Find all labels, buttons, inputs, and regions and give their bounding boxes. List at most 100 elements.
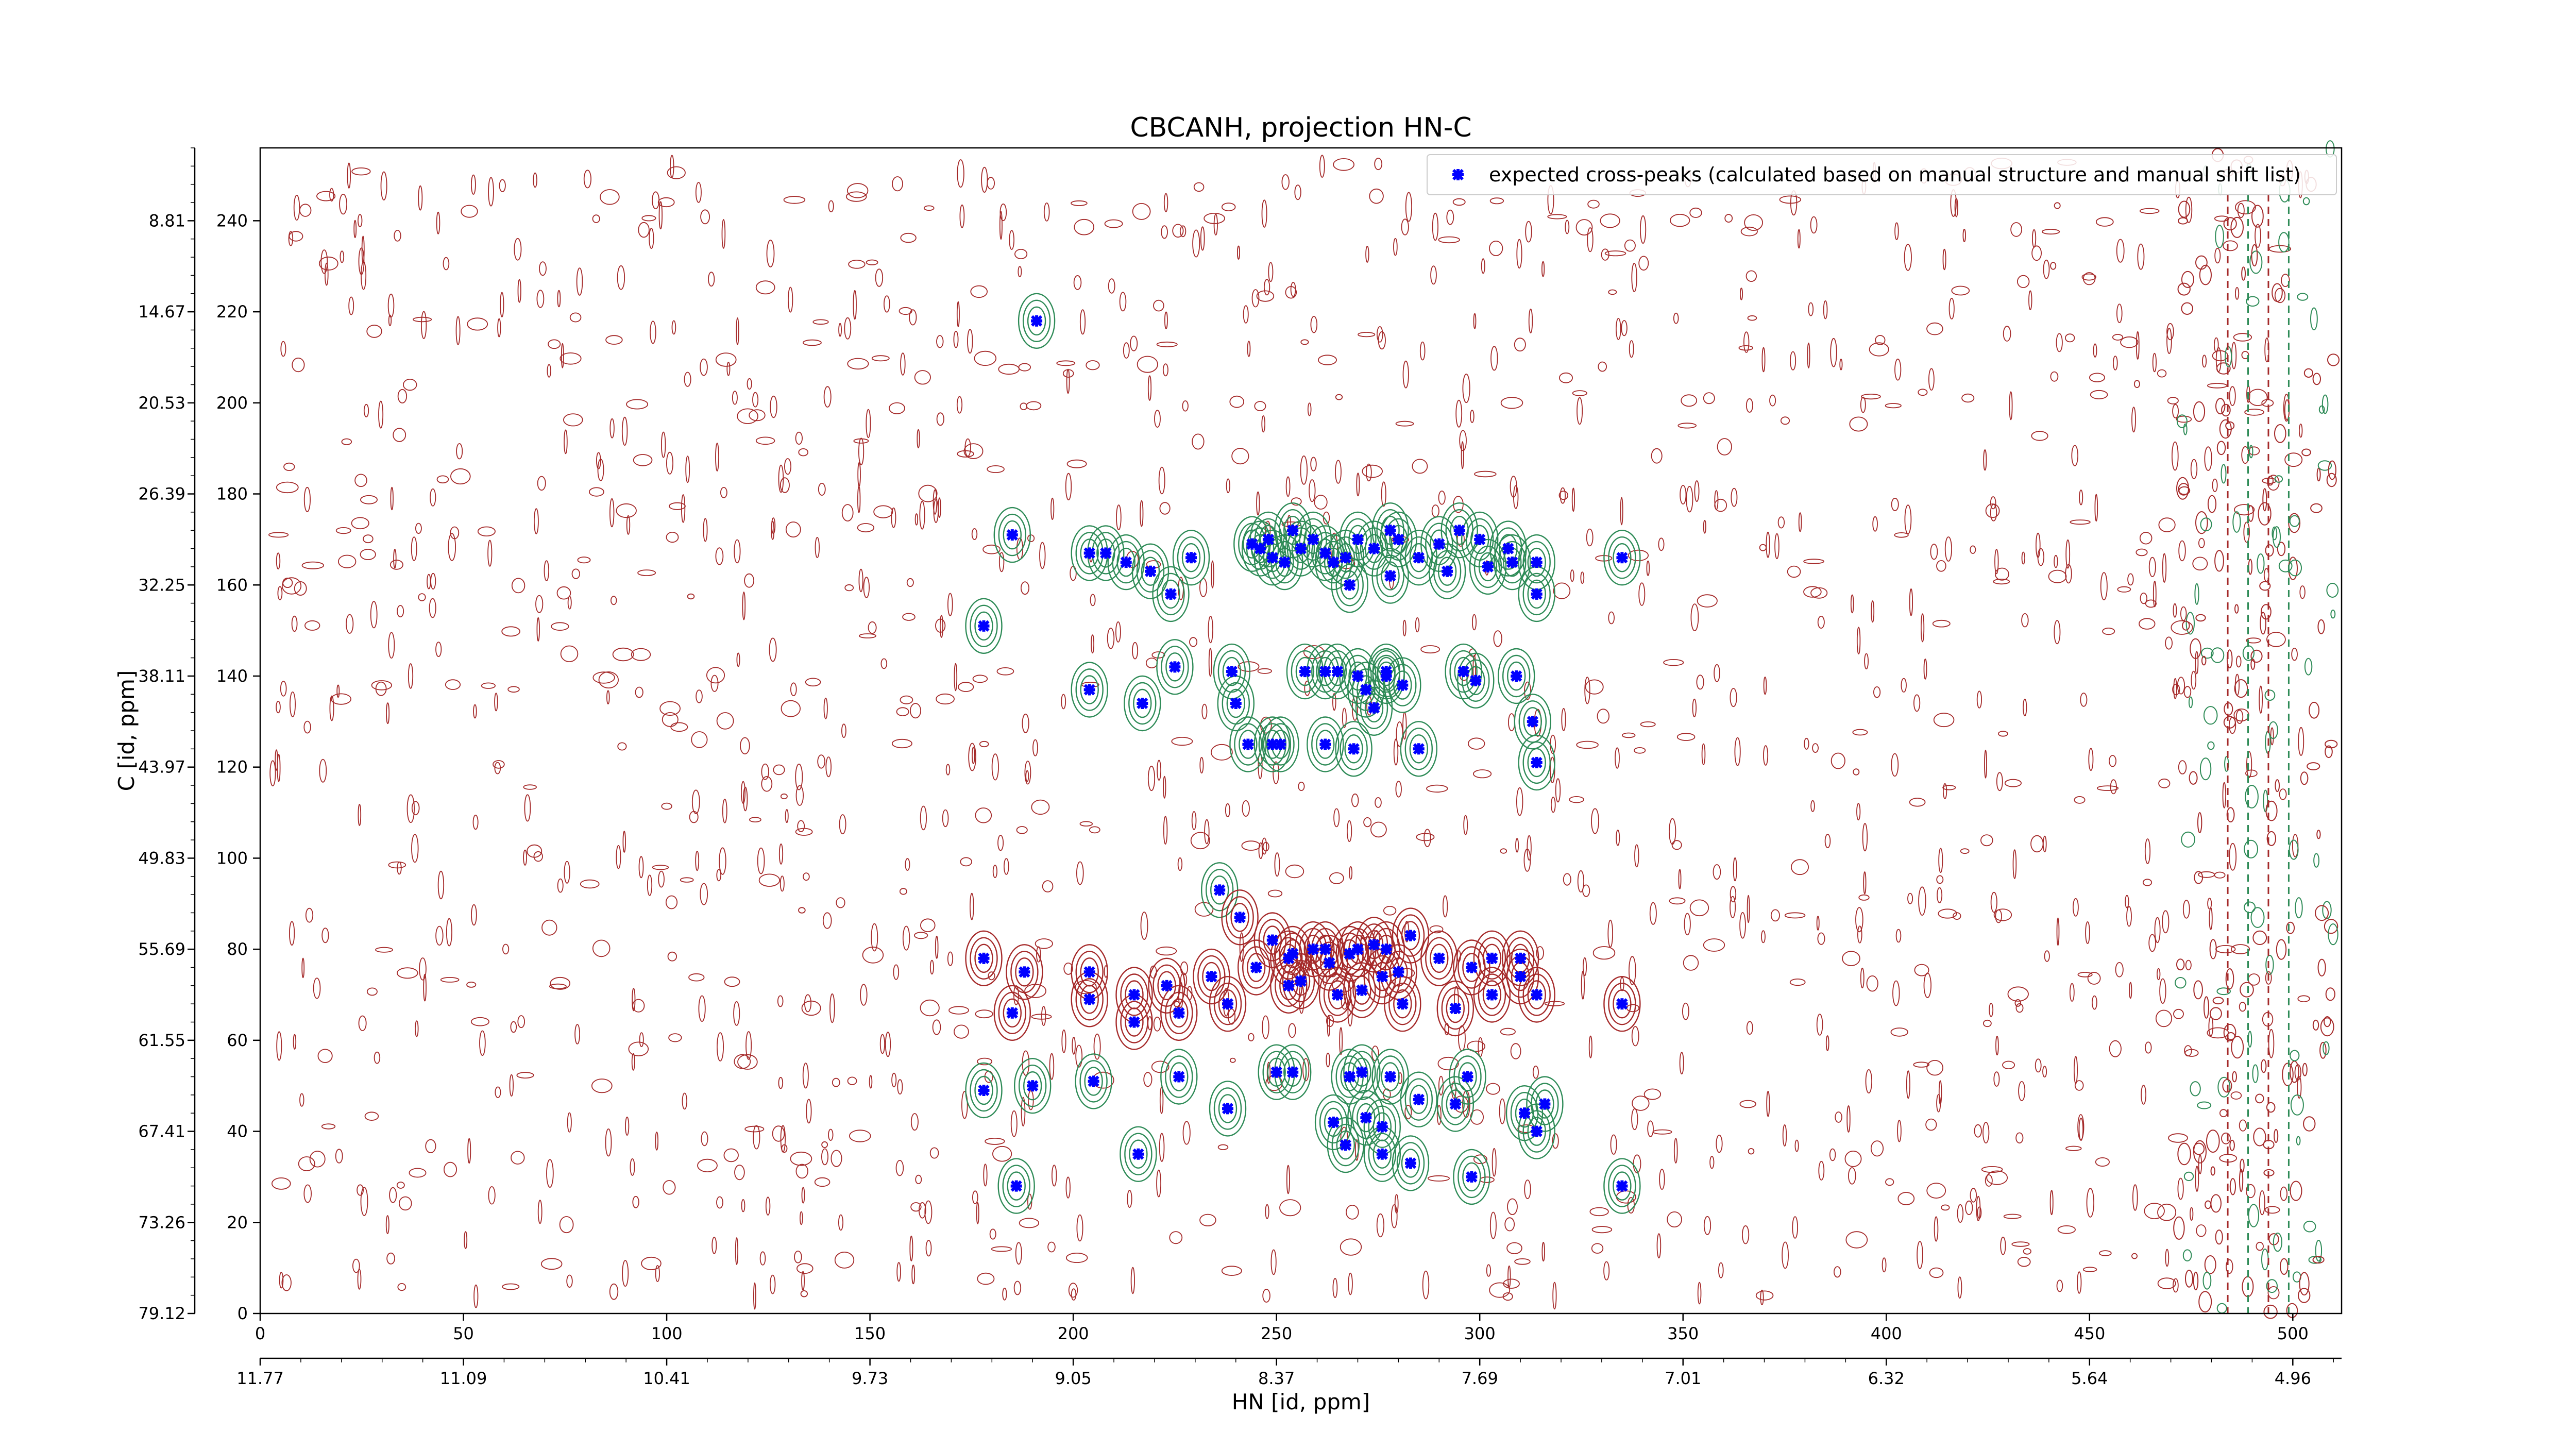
contour [2203,706,2218,725]
contour [387,293,395,318]
legend: expected cross-peaks (calculated based o… [1427,154,2337,195]
contour [1027,534,1035,542]
contour [1810,800,1815,812]
contour [563,413,583,427]
contour [293,194,300,221]
contour [2252,930,2267,946]
contour [341,438,352,445]
contour [2189,771,2198,785]
contour [2173,603,2177,618]
contour [1436,1105,1442,1125]
contour [1311,532,1340,575]
contour [1047,1241,1056,1253]
contour [2195,1166,2199,1192]
contour [2312,373,2321,385]
contour [2056,917,2060,946]
contour [1746,1021,1753,1035]
contour [2321,394,2329,414]
contour [559,1216,574,1234]
contour [1589,1207,1609,1217]
contour [289,921,295,946]
contour [753,1125,760,1150]
contour [875,268,884,287]
contour [1692,698,1697,718]
contour [785,521,801,538]
contour [2133,380,2140,388]
contour [2064,333,2075,343]
contour [1356,473,1360,497]
x-tick-label: 300 [1464,1324,1496,1343]
contour [1436,980,1475,1037]
contour [1649,902,1657,925]
contour [910,1202,922,1212]
contour [626,515,631,535]
contour [1587,227,1594,252]
contour [1316,730,1335,759]
contour [666,532,679,543]
contour [801,1187,805,1204]
contour [1124,675,1161,732]
contour [1392,1135,1430,1191]
contour [660,431,666,458]
contour [1013,1280,1022,1295]
contour [1182,1121,1191,1145]
contour [1221,1266,1242,1276]
contour [2165,636,2173,650]
contour [708,272,715,287]
contour [744,1125,765,1133]
contour [502,943,510,955]
contour [2205,1200,2212,1209]
contour [1580,571,1585,584]
data-point [1169,661,1181,673]
contour [569,312,582,323]
contour [2023,698,2027,717]
contour [2177,1177,2184,1200]
data-point [1019,966,1030,978]
contour [862,947,884,964]
contour [1592,946,1616,960]
contour [471,904,477,926]
contour [988,971,995,981]
contour [2310,503,2323,513]
data-point [1539,1098,1551,1110]
contour [626,399,649,410]
contour [2157,968,2161,981]
contour [749,817,761,822]
contour [606,690,610,704]
contour [1389,957,1408,987]
x-tick-label-ppm: 11.77 [236,1369,284,1388]
contour [998,991,1027,1035]
contour [348,296,354,315]
contour [566,1274,573,1288]
contour [320,249,328,274]
data-point [978,1084,990,1097]
contour [1909,588,1913,616]
data-point [1206,970,1217,983]
contour [1327,1117,1365,1173]
contour [2225,421,2235,430]
contour [388,314,392,327]
data-point [1413,743,1425,755]
contour [1026,401,1042,411]
contour [1437,1056,1459,1071]
contour [737,1054,758,1070]
contour [2215,225,2224,248]
contour [866,259,878,265]
contour [1697,594,1718,608]
data-point [1486,989,1498,1001]
contour [1307,402,1312,416]
contour [2297,995,2310,1002]
data-point [1352,533,1364,546]
contour [2094,494,2098,522]
contour [1860,393,1881,400]
contour [831,1150,842,1167]
contour [596,452,601,469]
contour [411,536,417,561]
contour [1527,1117,1546,1146]
contour [2328,460,2336,480]
contour [393,428,406,442]
data-point [1352,943,1364,955]
contour [1006,944,1043,1000]
contour [2193,980,2203,1000]
contour [2214,871,2226,879]
